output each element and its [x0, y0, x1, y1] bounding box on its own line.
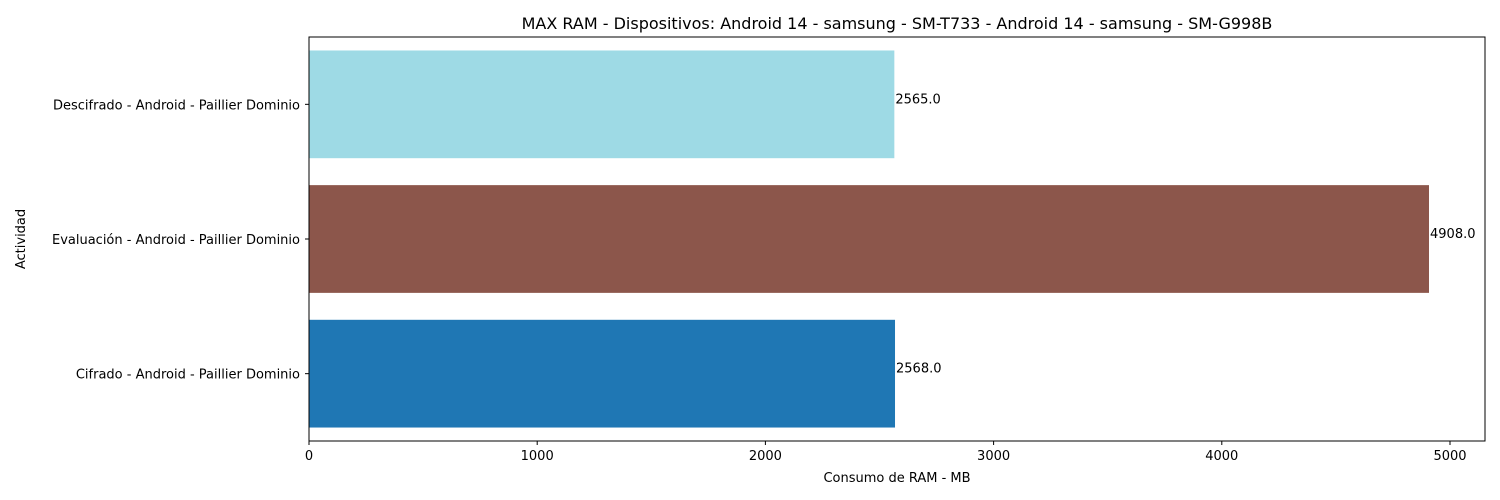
plot-frame: [308, 36, 1486, 442]
x-tick-label-5: 5000: [1433, 449, 1466, 464]
data-label-2: 2565.0: [895, 92, 941, 107]
x-tick-label-4: 4000: [1205, 449, 1238, 464]
y-axis-ticks: Cifrado - Android - Paillier Dominio Eval…: [52, 98, 309, 383]
x-tick-label-0: 0: [305, 449, 313, 464]
data-label-0: 2568.0: [896, 362, 942, 377]
x-tick-label-2: 2000: [749, 449, 782, 464]
data-label-1: 4908.0: [1430, 227, 1476, 242]
y-tick-label-0: Cifrado - Android - Paillier Dominio: [76, 368, 300, 383]
bar-0: [309, 319, 896, 428]
x-tick-label-3: 3000: [977, 449, 1010, 464]
chart-title: MAX RAM - Dispositivos: Android 14 - sam…: [522, 14, 1273, 33]
x-axis-ticks: 0 1000 2000 3000 4000 5000: [305, 441, 1467, 464]
data-labels: 2568.0 4908.0 2565.0: [895, 92, 1475, 376]
y-axis-title: Actividad: [14, 209, 29, 269]
x-axis-title: Consumo de RAM - MB: [823, 471, 970, 486]
y-tick-label-2: Descifrado - Android - Paillier Dominio: [53, 98, 300, 113]
x-tick-label-1: 1000: [521, 449, 554, 464]
bars: [309, 50, 1429, 428]
bar-2: [309, 50, 895, 159]
y-tick-label-1: Evaluación - Android - Paillier Dominio: [52, 233, 300, 248]
bar-1: [309, 185, 1429, 293]
